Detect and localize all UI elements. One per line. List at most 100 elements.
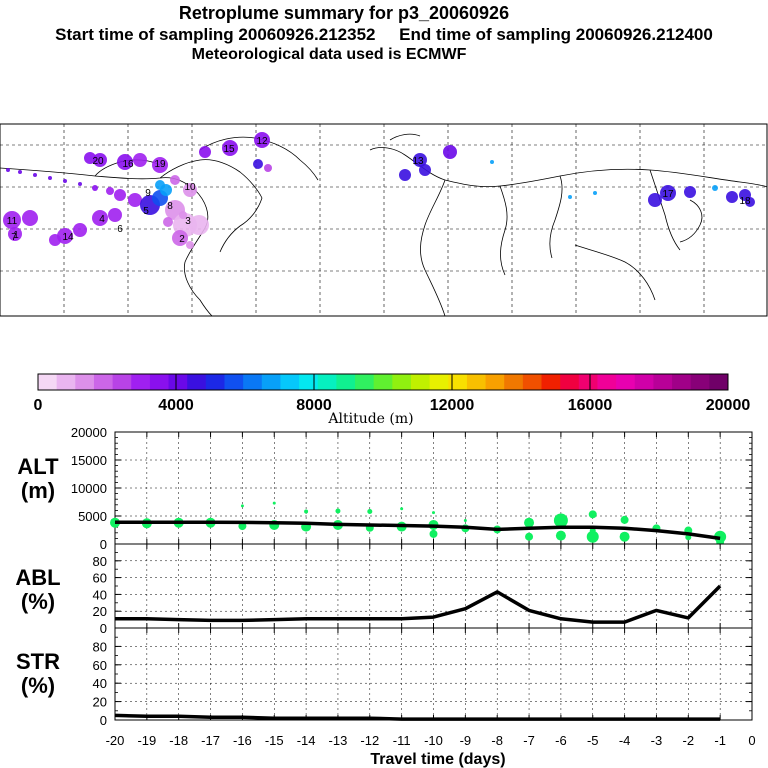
colorbar-swatch (131, 374, 151, 390)
plume-marker (568, 195, 572, 199)
colorbar-swatch (541, 374, 561, 390)
x-tick-label: -3 (651, 733, 663, 748)
colorbar-tick-label: 20000 (706, 397, 751, 414)
trajectory-label: 7 (11, 232, 17, 243)
plume-marker (128, 193, 142, 207)
trajectory-label: 18 (739, 196, 751, 207)
plume-marker (253, 159, 263, 169)
trajectory-label: 15 (223, 144, 235, 155)
plume-marker (8, 227, 22, 241)
colorbar-swatch (448, 374, 468, 390)
plume-marker (170, 175, 180, 185)
y-tick-label: 20 (93, 695, 107, 710)
chart-subtitle-sampling: Start time of sampling 20060926.212352 E… (0, 25, 768, 45)
plume-marker (63, 179, 67, 183)
colorbar-swatch (634, 374, 654, 390)
colorbar-swatch (560, 374, 580, 390)
colorbar-swatch (653, 374, 673, 390)
chart-subtitle-met: Meteorological data used is ECMWF (191, 46, 467, 63)
alt-panel: 0 5000 10000 15000 20000 (71, 425, 753, 552)
colorbar-swatch (317, 374, 337, 390)
trajectory-label: 17 (662, 189, 674, 200)
colorbar-swatch (522, 374, 543, 390)
colorbar-swatch (243, 374, 263, 390)
x-tick-label: -12 (360, 733, 379, 748)
plume-marker (419, 164, 431, 176)
alt-scatter-point (586, 530, 599, 543)
plume-marker (189, 215, 209, 235)
y-tick-label: 0 (100, 621, 107, 636)
plume-marker (593, 191, 597, 195)
alt-scatter-point (335, 508, 341, 514)
plume-marker (443, 145, 457, 159)
plume-marker (222, 140, 238, 156)
abl-ylabel: ABL (%) (3, 566, 73, 614)
end-time-text: End time of sampling 20060926.212400 (399, 25, 713, 44)
plume-marker (648, 193, 662, 207)
colorbar-swatch (168, 374, 188, 390)
alt-scatter-point (432, 511, 435, 515)
alt-scatter-point (304, 509, 309, 514)
colorbar-swatch (224, 374, 244, 390)
plume-marker (199, 146, 211, 158)
colorbar-tick-label: 12000 (430, 397, 475, 414)
x-tick-label: -14 (297, 733, 316, 748)
trajectory-label: 11 (7, 216, 18, 227)
str-ylabel-line2: (%) (20, 673, 56, 698)
trajectory-label: 2 (179, 234, 185, 245)
trajectory-label: 10 (184, 182, 196, 193)
colorbar-swatch (38, 374, 58, 390)
alt-scatter-point (400, 507, 404, 511)
abl-ylabel-line2: (%) (20, 589, 56, 614)
y-tick-label: 60 (93, 658, 107, 673)
str-ylabel-line1: STR (16, 649, 60, 674)
plume-marker (3, 211, 21, 229)
y-tick-label: 0 (100, 537, 107, 552)
colorbar-swatch (187, 374, 207, 390)
trajectory-label: 14 (62, 232, 74, 243)
trajectory-label: 9 (145, 188, 151, 199)
trajectory-label: 20 (92, 156, 104, 167)
colorbar-swatch (578, 374, 598, 390)
colorbar-swatch (261, 374, 281, 390)
x-tick-label: -7 (523, 733, 535, 748)
abl-series-line (115, 584, 722, 624)
plume-marker (684, 186, 696, 198)
alt-scatter-point (619, 531, 630, 542)
colorbar-tick-label: 8000 (296, 397, 332, 414)
x-tick-label: -16 (233, 733, 252, 748)
plume-marker (92, 185, 98, 191)
colorbar-swatch (373, 374, 393, 390)
plume-marker (108, 208, 122, 222)
alt-scatter-point (272, 501, 276, 505)
colorbar-tick-label: 0 (34, 397, 43, 414)
colorbar-swatch (466, 374, 487, 390)
colorbar-swatch (597, 374, 617, 390)
trajectory-label: 8 (167, 201, 173, 212)
y-tick-label: 0 (100, 713, 107, 728)
colorbar-swatch (355, 374, 375, 390)
plume-marker (399, 169, 411, 181)
abl-ylabel-line1: ABL (15, 565, 61, 590)
plume-marker (117, 154, 133, 170)
plume-marker (73, 223, 87, 237)
plume-marker (93, 153, 107, 167)
colorbar-swatch (410, 374, 431, 390)
trajectory-label: 1 (13, 230, 19, 241)
x-tick-label: -11 (393, 733, 411, 748)
colorbar-swatch (429, 374, 449, 390)
alt-scatter-point (463, 518, 467, 522)
plume-marker (183, 183, 197, 197)
plume-marker (179, 211, 187, 219)
plume-marker (18, 170, 22, 174)
plume-marker (114, 189, 126, 201)
x-tick-label: -2 (683, 733, 695, 748)
colorbar-swatch (616, 374, 636, 390)
trajectory-label: 13 (412, 156, 424, 167)
colorbar-swatch (56, 374, 76, 390)
x-tick-label: -6 (555, 733, 567, 748)
